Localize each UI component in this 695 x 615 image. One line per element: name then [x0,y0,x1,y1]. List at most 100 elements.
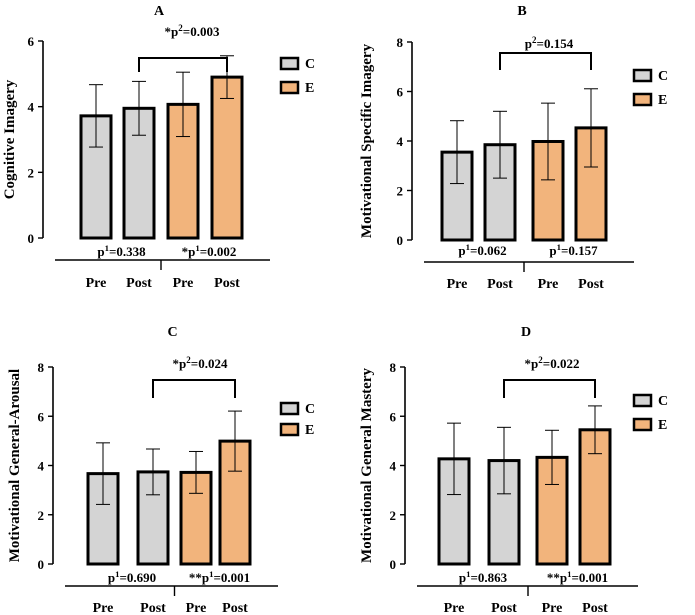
y-tick-label: 0 [38,557,45,572]
y-tick-label: 6 [397,85,404,100]
legend-swatch-c [632,68,653,83]
p1-label-experimental: **p1=0.001 [189,569,250,585]
p1-label-control: p1=0.338 [97,243,146,259]
p1-label-experimental: *p1=0.002 [182,243,237,259]
p1-label-experimental-sup: 1 [567,569,571,579]
y-axis-label: Motivational General Mastery [359,368,375,563]
p2-star: * [165,24,172,39]
x-tick-label: Pre [444,601,465,615]
y-tick-label: 8 [390,360,397,375]
x-tick-label: Post [140,601,166,615]
p2-base: p [525,36,532,51]
legend-label-c: C [658,394,668,409]
y-tick-label: 4 [397,134,404,149]
y-tick-label: 8 [397,35,404,50]
x-tick-label: Post [214,276,240,291]
significance-bracket [138,57,228,72]
legend-label-c: C [658,69,668,84]
p1-label-control-sup: 1 [105,243,109,253]
p1-label-control: p1=0.062 [458,242,506,258]
y-tick-label: 2 [38,508,45,523]
p1-label-experimental-sup: 1 [209,569,213,579]
y-tick-label: 2 [390,508,397,523]
x-tick-label: Post [126,276,152,291]
y-tick-label: 6 [390,409,397,424]
x-tick-label: Post [582,601,608,615]
p2-label: *p2=0.024 [173,355,228,371]
y-tick-label: 4 [390,459,397,474]
x-tick-label: Post [491,601,517,615]
p1-label-control-value: =0.690 [119,570,156,585]
legend-swatch-e [632,417,653,432]
p2-star: * [525,356,532,371]
p2-label: *p2=0.022 [525,355,580,371]
p1-label-experimental-sup: 1 [557,242,561,252]
p1-label-control-value: =0.338 [109,244,146,259]
legend-label-c: C [305,57,315,72]
y-tick-label: 6 [28,34,35,49]
x-tick-label: Pre [538,277,559,292]
legend-label-e: E [305,81,314,96]
p1-label-experimental-value: =0.001 [571,570,608,585]
p1-label-experimental-value: =0.002 [200,244,237,259]
p1-label-control-sup: 1 [115,569,119,579]
legend-swatch-c [632,393,653,408]
legend-swatch-e [279,422,300,437]
p1-label-experimental-value: =0.001 [213,570,250,585]
x-tick-label: Pre [542,601,563,615]
y-axis-label: Cognitive Imagery [2,79,18,199]
p2-value: =0.003 [183,24,220,39]
x-tick-label: Pre [173,276,194,291]
p2-base: p [171,24,178,39]
p1-label-control-value: =0.062 [470,243,507,258]
significance-bracket [152,379,236,398]
legend-swatch-e [279,80,300,95]
p2-sup: 2 [186,355,191,365]
legend-swatch-c [279,401,300,416]
p1-label-control-base: p [97,244,104,259]
legend-label-e: E [305,423,314,438]
legend-label-c: C [305,402,315,417]
panel-label: B [517,4,526,19]
y-axis-label: Motivational General-Arousal [7,369,23,562]
bar-e-pre [531,139,565,242]
p2-base: p [531,356,538,371]
p2-label: p2=0.154 [525,35,574,51]
p1-label-control-value: =0.863 [470,570,507,585]
p1-label-experimental: **p1=0.001 [547,569,608,585]
x-tick-label: Post [222,601,248,615]
p1-label-experimental-value: =0.157 [561,243,598,258]
p2-value: =0.024 [191,356,228,371]
p1-label-experimental-base: **p [547,570,567,585]
panel-label: A [154,4,165,19]
p2-star: * [173,356,180,371]
p1-label-experimental-base: p [549,243,556,258]
p1-label-control-base: p [458,243,465,258]
p2-sup: 2 [538,355,543,365]
panel-label: C [167,325,177,340]
x-tick-label: Pre [93,601,114,615]
p1-label-experimental: p1=0.157 [549,242,598,258]
y-tick-label: 4 [28,100,35,115]
p1-label-control-sup: 1 [466,569,470,579]
legend-swatch-c [279,56,300,71]
p1-label-control-base: p [459,570,466,585]
significance-bracket [503,379,596,398]
x-tick-label: Pre [186,601,207,615]
x-tick-label: Pre [86,276,107,291]
y-tick-label: 0 [28,231,35,246]
y-tick-label: 4 [38,459,45,474]
x-tick-label: Post [578,277,604,292]
p2-sup: 2 [532,35,537,45]
p1-label-control: p1=0.863 [459,569,508,585]
y-tick-label: 2 [397,184,404,199]
p1-label-control: p1=0.690 [108,569,156,585]
p2-base: p [179,356,186,371]
legend-label-e: E [658,418,667,433]
p2-label: *p2=0.003 [165,23,220,39]
